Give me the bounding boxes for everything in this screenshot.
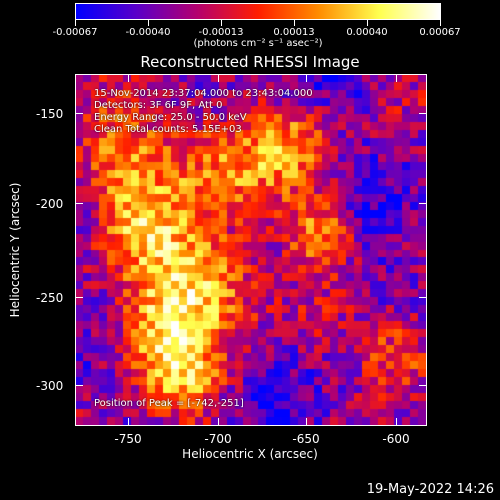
peak-position: Position of Peak = [-742,-251] (94, 398, 244, 409)
y-tick-right (419, 297, 427, 298)
y-tick (75, 113, 83, 114)
x-tick-top (128, 74, 129, 82)
y-axis-label: Heliocentric Y (arcsec) (8, 182, 22, 318)
y-tick-right (419, 113, 427, 114)
colorbar-tick (294, 20, 295, 26)
info-clean-counts: Clean Total counts: 5.15E+03 (94, 124, 242, 135)
colorbar-unit: (photons cm⁻² s⁻¹ asec⁻²) (193, 38, 323, 49)
colorbar-tick-label: 0.00013 (273, 27, 315, 38)
image-plot: 15-Nov-2014 23:37:04.000 to 23:43:04.000… (75, 74, 427, 426)
y-tick (75, 297, 83, 298)
y-tick-label: -200 (36, 197, 64, 211)
colorbar-tick (367, 20, 368, 26)
y-tick (75, 385, 83, 386)
colorbar-tick-label: 0.00067 (419, 27, 461, 38)
x-tick-label: -700 (204, 432, 232, 446)
x-tick-top (306, 74, 307, 82)
colorbar-tick (75, 20, 76, 26)
x-tick (128, 418, 129, 426)
colorbar-tick-label: -0.00067 (52, 27, 98, 38)
x-tick (306, 418, 307, 426)
colorbar-tick (148, 20, 149, 26)
colorbar-tick (221, 20, 222, 26)
colorbar-tick (440, 20, 441, 26)
y-tick-label: -250 (36, 291, 64, 305)
x-tick-label: -600 (382, 432, 410, 446)
colorbar (75, 3, 441, 20)
colorbar-tick-label: 0.00040 (346, 27, 388, 38)
x-tick-label: -750 (114, 432, 142, 446)
y-tick-label: -300 (36, 379, 64, 393)
y-tick-label: -150 (36, 107, 64, 121)
x-axis-label: Heliocentric X (arcsec) (182, 447, 318, 461)
colorbar-tick-label: -0.00013 (198, 27, 244, 38)
colorbar-tick-label: -0.00040 (125, 27, 171, 38)
rhessi-image (76, 75, 426, 425)
y-tick-right (419, 385, 427, 386)
info-energy-range: Energy Range: 25.0 - 50.0 keV (94, 112, 247, 123)
x-tick (396, 418, 397, 426)
y-tick (75, 203, 83, 204)
x-tick-top (396, 74, 397, 82)
x-tick (218, 418, 219, 426)
x-tick-label: -650 (292, 432, 320, 446)
plot-title: Reconstructed RHESSI Image (140, 53, 360, 71)
timestamp: 19-May-2022 14:26 (366, 482, 494, 497)
info-time-range: 15-Nov-2014 23:37:04.000 to 23:43:04.000 (94, 88, 313, 99)
info-detectors: Detectors: 3F 6F 9F, Att 0 (94, 100, 223, 111)
x-tick-top (218, 74, 219, 82)
y-tick-right (419, 203, 427, 204)
